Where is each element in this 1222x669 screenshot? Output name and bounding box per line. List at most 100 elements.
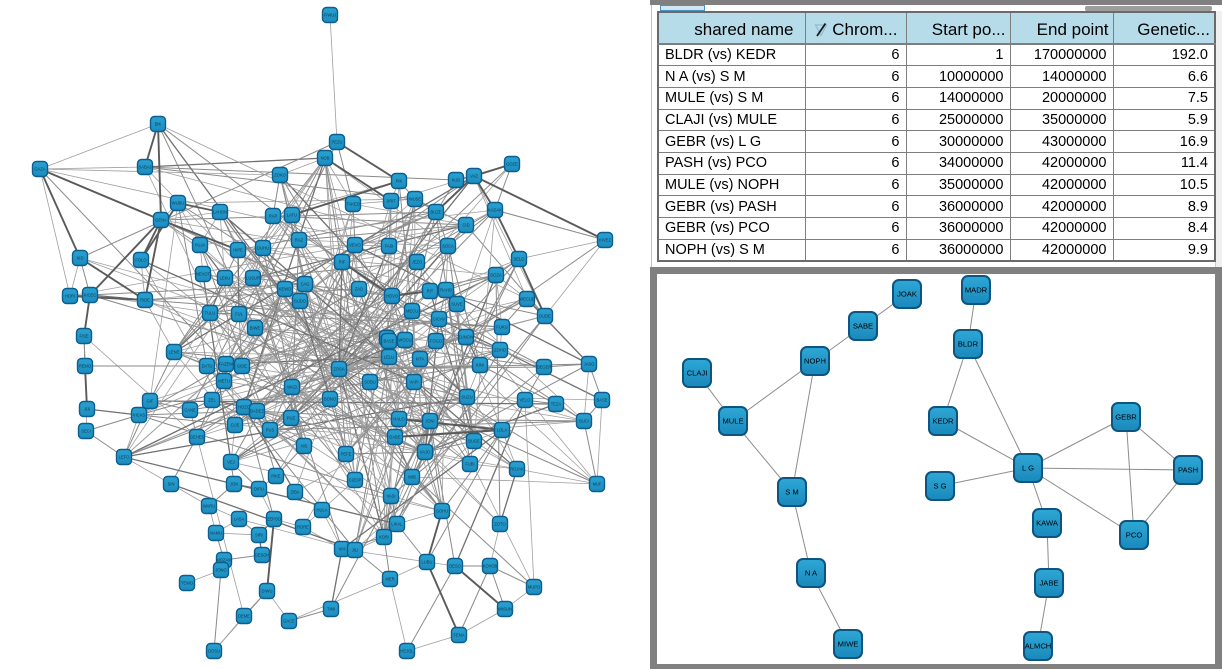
- svg-text:DIPU: DIPU: [254, 487, 264, 492]
- svg-text:CAG: CAG: [301, 282, 310, 287]
- svg-text:JONO: JONO: [215, 568, 226, 573]
- svg-text:DUDE: DUDE: [539, 314, 551, 319]
- svg-text:HEJOL: HEJOL: [400, 649, 414, 654]
- svg-text:SOBU: SOBU: [364, 380, 376, 385]
- svg-text:GEHES: GEHES: [190, 435, 205, 440]
- svg-text:METU: METU: [218, 379, 230, 384]
- svg-text:JASO: JASO: [584, 362, 595, 367]
- svg-text:KOVOB: KOVOB: [483, 564, 498, 569]
- svg-text:DOSU: DOSU: [208, 649, 220, 654]
- svg-text:WOCU: WOCU: [399, 338, 412, 343]
- svg-text:BIWE: BIWE: [250, 326, 261, 331]
- svg-text:TEWO: TEWO: [181, 581, 193, 586]
- svg-text:ZIBA: ZIBA: [290, 490, 299, 495]
- svg-text:ZUNOW: ZUNOW: [458, 335, 474, 340]
- svg-text:SUVE: SUVE: [451, 302, 462, 307]
- svg-text:FOGO: FOGO: [430, 339, 442, 344]
- svg-text:MADR: MADR: [965, 286, 988, 295]
- svg-text:ZOKO: ZOKO: [274, 173, 286, 178]
- svg-text:FENA: FENA: [454, 633, 465, 638]
- svg-text:CICAV: CICAV: [433, 317, 445, 322]
- svg-text:WUBU: WUBU: [172, 201, 185, 206]
- svg-text:DUHU: DUHU: [257, 246, 269, 251]
- svg-text:MOZAM: MOZAM: [216, 558, 232, 563]
- svg-text:FIWUJ: FIWUJ: [324, 13, 337, 18]
- svg-text:SECI: SECI: [81, 429, 91, 434]
- svg-text:HORI: HORI: [65, 294, 75, 299]
- svg-text:LASA: LASA: [234, 517, 245, 522]
- svg-text:PEFE: PEFE: [341, 452, 352, 457]
- svg-text:VEJ: VEJ: [227, 460, 235, 465]
- svg-text:BONO: BONO: [324, 397, 336, 402]
- svg-text:JILI: JILI: [352, 548, 359, 553]
- svg-text:ZAD: ZAD: [355, 287, 363, 292]
- svg-text:KICEC: KICEC: [84, 293, 97, 298]
- svg-text:PIK: PIK: [396, 179, 403, 184]
- svg-text:KIVEZ: KIVEZ: [599, 238, 611, 243]
- svg-text:KUD: KUD: [452, 178, 461, 183]
- svg-text:GAZA: GAZA: [34, 167, 45, 172]
- svg-text:DOZA: DOZA: [490, 273, 502, 278]
- svg-text:DATU: DATU: [202, 364, 213, 369]
- svg-text:CIJE: CIJE: [231, 423, 240, 428]
- svg-text:LOLA: LOLA: [497, 428, 508, 433]
- svg-text:KORI: KORI: [379, 535, 389, 540]
- svg-text:LEFO: LEFO: [119, 455, 130, 460]
- svg-text:NOB: NOB: [321, 156, 330, 161]
- svg-text:HALO: HALO: [393, 417, 404, 422]
- svg-text:KAWA: KAWA: [1036, 519, 1059, 528]
- svg-text:VIH: VIH: [339, 547, 346, 552]
- svg-text:RIF: RIF: [339, 260, 346, 265]
- svg-text:BUGE: BUGE: [468, 439, 480, 444]
- svg-text:SIRI: SIRI: [255, 533, 263, 538]
- svg-text:TEZA: TEZA: [551, 402, 562, 407]
- svg-text:CID: CID: [462, 223, 469, 228]
- svg-text:RAP: RAP: [269, 214, 278, 219]
- svg-text:MULE: MULE: [722, 417, 743, 426]
- svg-text:VEVO: VEVO: [349, 243, 360, 248]
- svg-text:MUF: MUF: [593, 482, 602, 487]
- svg-text:GEBR: GEBR: [1115, 413, 1137, 422]
- svg-text:PUJA: PUJA: [195, 243, 206, 248]
- svg-text:ROJAK: ROJAK: [510, 467, 524, 472]
- svg-text:L G: L G: [1022, 464, 1034, 473]
- svg-text:VASI: VASI: [386, 494, 395, 499]
- svg-text:GOZE: GOZE: [506, 162, 518, 167]
- svg-text:SOCA: SOCA: [442, 244, 454, 249]
- svg-text:CLAJI: CLAJI: [687, 369, 708, 378]
- svg-text:PEZU: PEZU: [332, 140, 343, 145]
- svg-text:HULA: HULA: [317, 508, 328, 513]
- svg-text:GESOH: GESOH: [255, 553, 270, 558]
- svg-text:FISE: FISE: [79, 334, 88, 339]
- svg-text:PUZ: PUZ: [287, 416, 296, 421]
- svg-text:SABAJ: SABAJ: [139, 165, 152, 170]
- svg-text:VAPI: VAPI: [409, 380, 418, 385]
- svg-text:ZEL: ZEL: [208, 398, 216, 403]
- svg-text:BLDR: BLDR: [958, 340, 979, 349]
- svg-text:LAHON: LAHON: [213, 210, 227, 215]
- svg-text:BASE: BASE: [597, 398, 608, 403]
- svg-text:RAHO: RAHO: [440, 288, 452, 293]
- svg-text:PUS: PUS: [266, 428, 275, 433]
- svg-text:TIMI: TIMI: [327, 607, 335, 612]
- svg-text:GOHU: GOHU: [436, 509, 448, 514]
- svg-text:PCO: PCO: [1126, 531, 1143, 540]
- svg-text:CIZOP: CIZOP: [349, 478, 362, 483]
- svg-text:VELO: VELO: [520, 398, 531, 403]
- svg-text:WISUN: WISUN: [498, 607, 512, 612]
- svg-text:LIKAL: LIKAL: [391, 522, 403, 527]
- svg-text:DEGER: DEGER: [537, 365, 552, 370]
- svg-text:ZOHO: ZOHO: [494, 348, 506, 353]
- svg-text:BUZE: BUZE: [431, 210, 442, 215]
- svg-text:BADEZ: BADEZ: [250, 409, 264, 414]
- svg-text:KID: KID: [77, 256, 84, 261]
- svg-text:SELO: SELO: [514, 257, 525, 262]
- svg-text:JONI: JONI: [425, 419, 434, 424]
- svg-text:SUDO: SUDO: [294, 299, 306, 304]
- svg-text:HOVO: HOVO: [386, 294, 398, 299]
- svg-text:RIDE: RIDE: [140, 298, 150, 303]
- svg-text:KEWO: KEWO: [279, 287, 292, 292]
- svg-text:PIKE: PIKE: [271, 474, 281, 479]
- svg-text:KADAK: KADAK: [488, 208, 502, 213]
- svg-text:S G: S G: [933, 482, 946, 491]
